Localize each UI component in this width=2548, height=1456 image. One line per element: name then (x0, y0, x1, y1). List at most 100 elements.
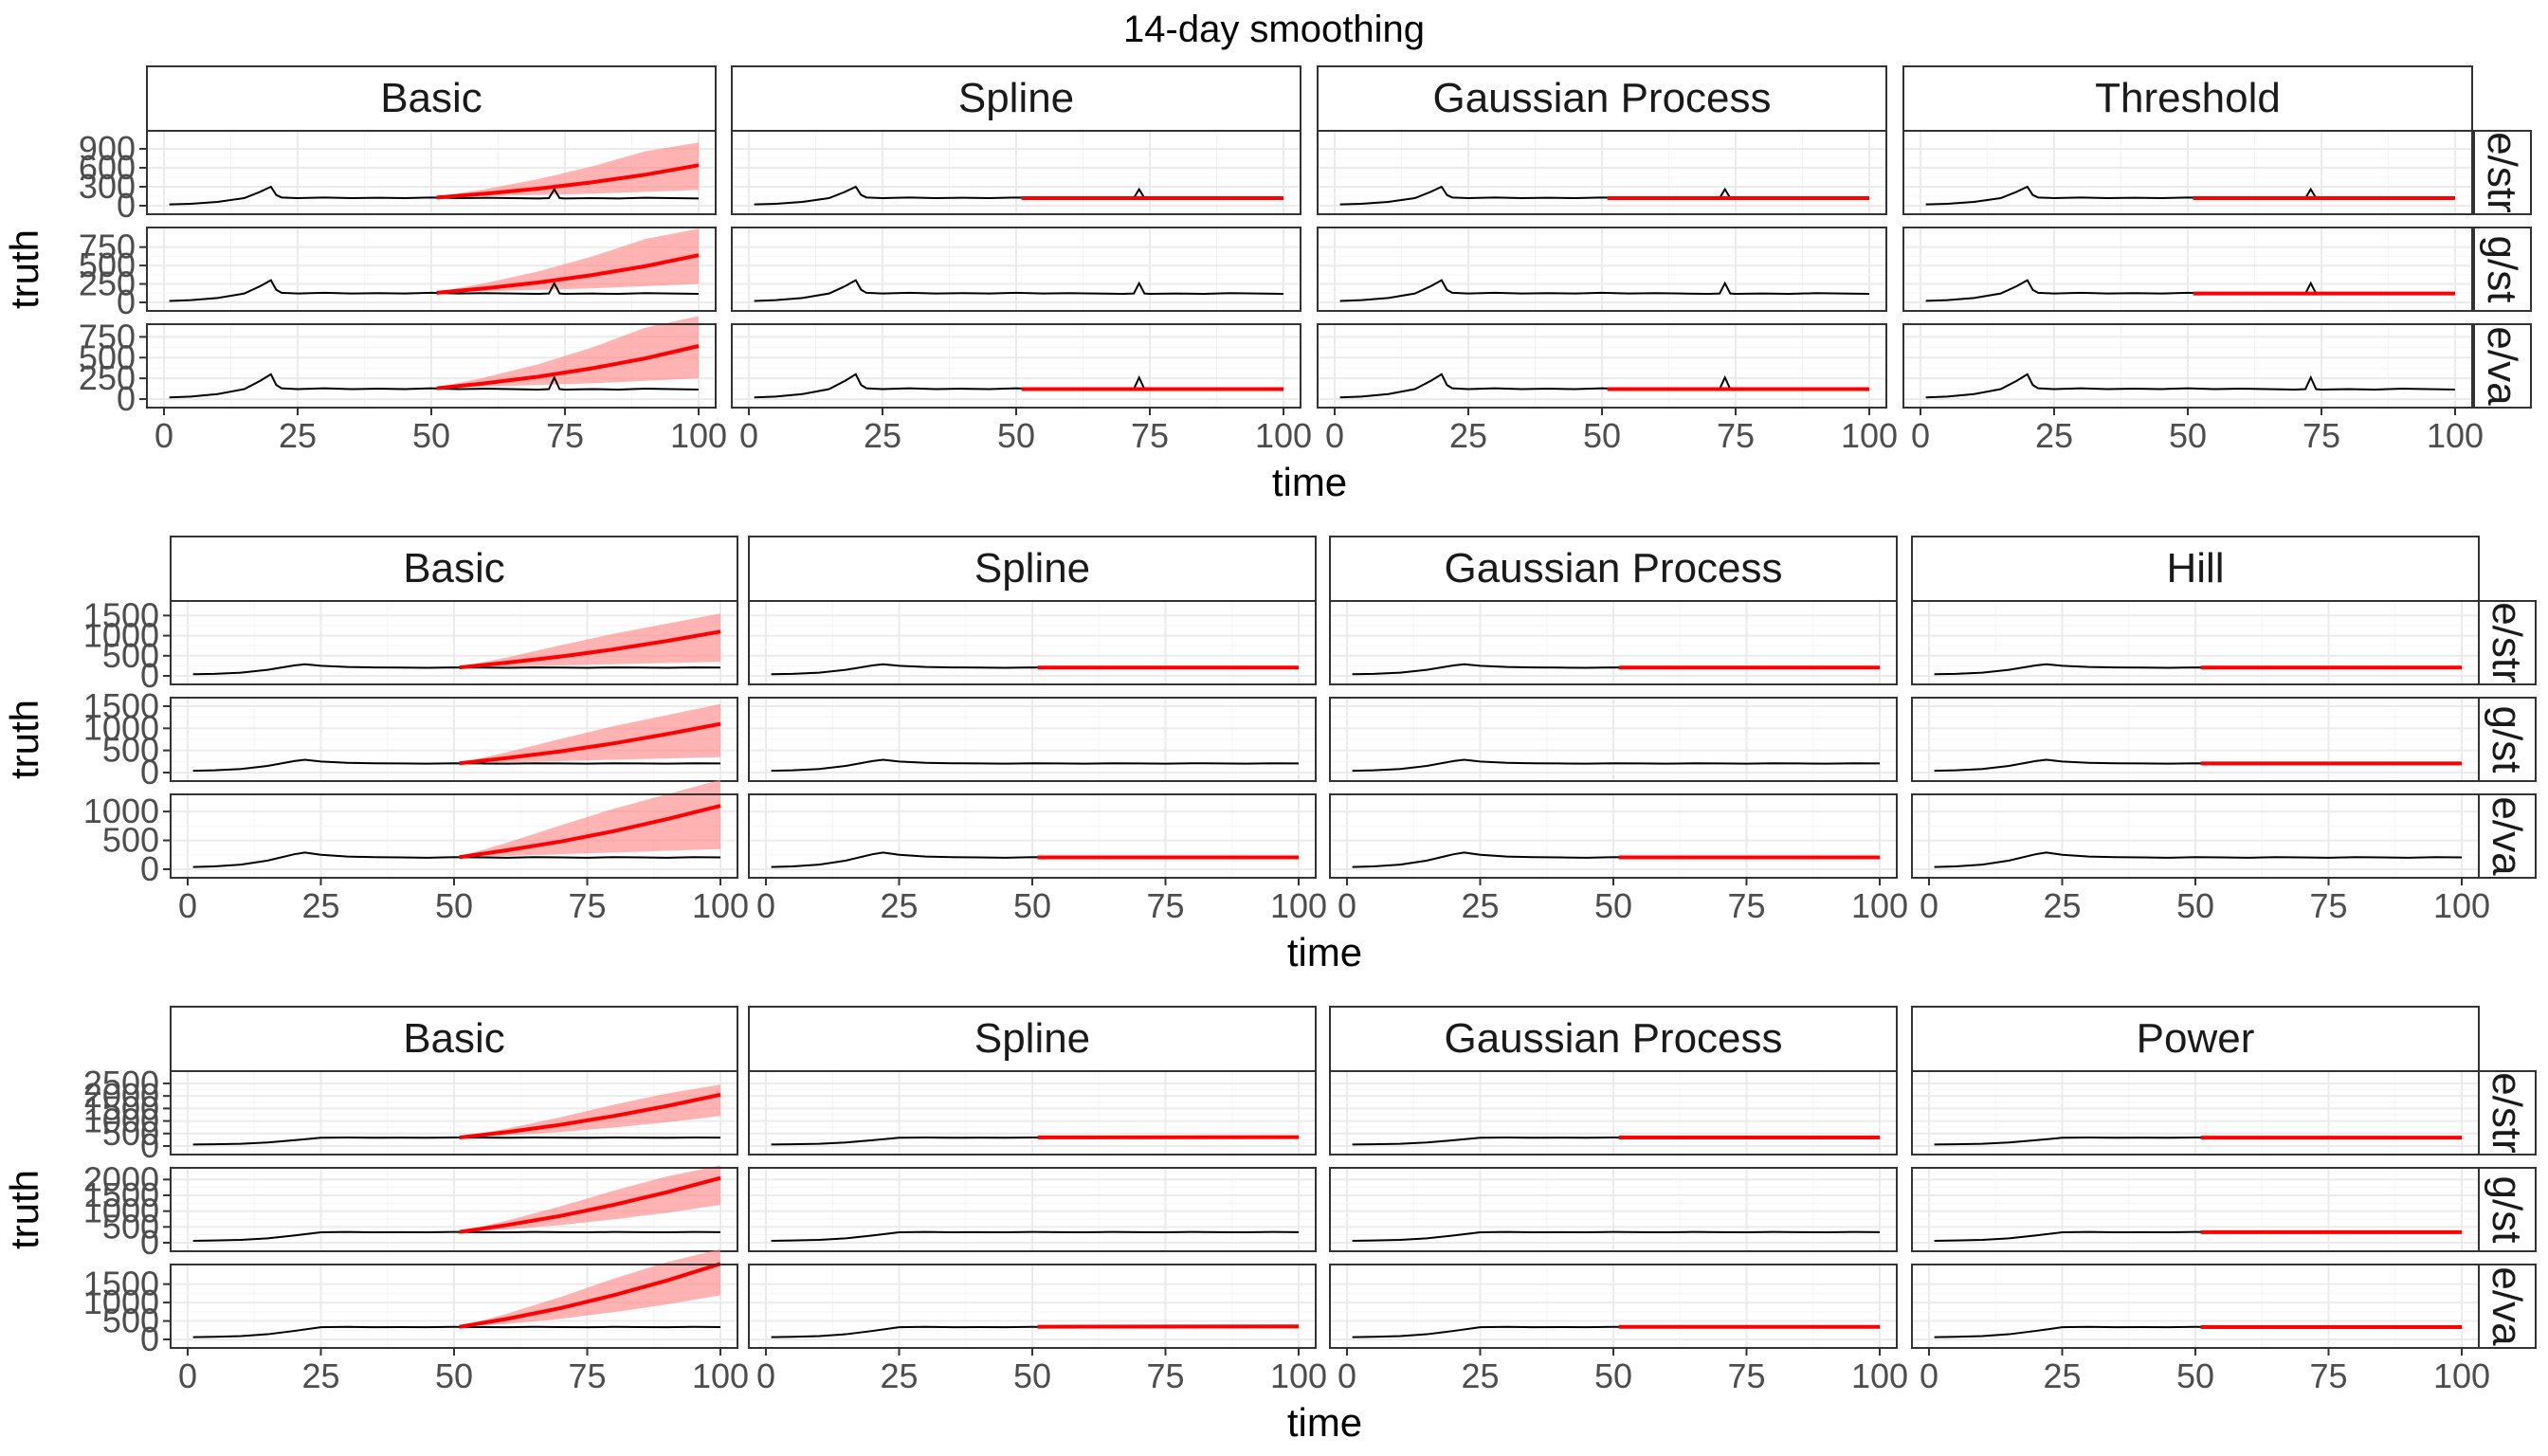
x-tick-label: 25 (1449, 416, 1487, 455)
row-strip-2 (2473, 227, 2532, 312)
truth-line (192, 663, 721, 676)
panel-spline-row-1 (731, 130, 1301, 215)
x-tick-label: 0 (756, 1356, 775, 1395)
panel-gaussian-process-row-3 (1329, 793, 1898, 879)
x-tick-label: 0 (756, 886, 775, 925)
strip-label-gaussian-process: Gaussian Process (1432, 75, 1771, 121)
panel-power-row-2 (1911, 1167, 2480, 1252)
x-tick-label: 100 (2433, 1356, 2490, 1395)
forecast-median-line (459, 629, 721, 670)
row-strip-label-2: g/st (2484, 706, 2530, 774)
x-tick-label: 75 (1727, 1356, 1765, 1395)
panel-spline-row-1 (748, 1070, 1317, 1156)
panel-border (1902, 130, 2473, 215)
truth-line (1339, 279, 1870, 302)
x-tick-label: 75 (1131, 416, 1169, 455)
x-axis-title: time (1287, 930, 1362, 974)
x-tick-label: 0 (178, 1356, 197, 1395)
truth-line (1352, 758, 1881, 773)
x-tick-label: 75 (568, 886, 606, 925)
panel-gaussian-process-row-2 (1317, 227, 1887, 312)
y-tick-label: 1500 (83, 1265, 159, 1303)
truth-line (169, 279, 700, 302)
row-strip-label-3: e/va (2484, 796, 2530, 876)
y-tick-label: 0 (140, 656, 159, 695)
panel-basic-row-2 (170, 697, 738, 782)
facet-block-3: Basic Spline Gaussian Process Power05001000… (2, 1006, 2537, 1445)
x-tick-label: 25 (2043, 1356, 2081, 1395)
y-tick-label: 1500 (83, 595, 159, 634)
panel-border (1329, 1167, 1898, 1252)
row-strip-3 (2478, 1264, 2537, 1349)
x-tick-label: 25 (880, 886, 918, 925)
x-tick-label: 75 (1727, 886, 1765, 925)
x-tick-label: 100 (1270, 886, 1327, 925)
forecast-median-line (459, 1262, 721, 1329)
x-tick-label: 0 (178, 886, 197, 925)
x-tick-label: 25 (880, 1356, 918, 1395)
strip-spline (748, 536, 1317, 602)
strip-label-basic: Basic (380, 75, 482, 121)
y-tick-label: 0 (117, 379, 136, 418)
panel-border (1329, 600, 1898, 685)
strip-label-basic: Basic (403, 545, 505, 592)
strip-label-gaussian-process: Gaussian Process (1444, 1015, 1782, 1062)
truth-line (192, 851, 721, 868)
panel-power-row-3 (1911, 1264, 2480, 1349)
strip-gaussian-process (1329, 536, 1898, 602)
panel-border (170, 1070, 738, 1156)
strip-gaussian-process (1329, 1006, 1898, 1072)
forecast-median-line (459, 804, 721, 860)
x-tick-label: 50 (435, 886, 473, 925)
y-tick-label: 1500 (83, 1175, 159, 1214)
forecast-interval (436, 142, 699, 198)
forecast-median-line (459, 721, 721, 766)
panel-border (731, 130, 1301, 215)
y-tick-label: 750 (79, 228, 136, 266)
x-tick-label: 0 (1325, 416, 1344, 455)
panel-gaussian-process-row-3 (1317, 323, 1887, 409)
forecast-interval (459, 703, 720, 764)
row-strip-1 (2478, 600, 2537, 685)
x-tick-label: 25 (301, 1356, 339, 1395)
y-tick-label: 750 (79, 317, 136, 355)
x-tick-label: 0 (1920, 886, 1938, 925)
row-strip-1 (2473, 130, 2532, 215)
x-tick-label: 100 (692, 886, 749, 925)
panel-hill-row-2 (1911, 697, 2480, 782)
y-tick-label: 1000 (83, 708, 159, 747)
panel-border (170, 600, 738, 685)
panel-threshold-row-2 (1902, 227, 2473, 312)
strip-label-gaussian-process: Gaussian Process (1444, 545, 1782, 592)
panel-basic-row-3 (146, 316, 717, 409)
truth-line (192, 1325, 721, 1338)
x-tick-label: 75 (1146, 886, 1184, 925)
x-tick-label: 100 (1851, 1356, 1908, 1395)
panel-basic-row-1 (170, 1070, 738, 1156)
x-tick-label: 75 (2302, 416, 2340, 455)
forecast-interval (436, 228, 699, 293)
panel-border (170, 1167, 738, 1252)
x-tick-label: 100 (692, 1356, 749, 1395)
panel-basic-row-1 (170, 600, 738, 685)
strip-label-spline: Spline (958, 75, 1074, 121)
row-strip-label-1: e/str (2479, 132, 2525, 213)
y-tick-label: 500 (102, 1301, 159, 1340)
x-tick-label: 25 (1461, 1356, 1499, 1395)
forecast-median-line (436, 344, 700, 391)
x-tick-label: 100 (2427, 416, 2484, 455)
strip-spline (731, 65, 1301, 132)
y-tick-label: 500 (102, 731, 159, 770)
y-tick-label: 0 (140, 753, 159, 792)
x-tick-label: 25 (2043, 886, 2081, 925)
x-tick-label: 100 (670, 416, 727, 455)
y-tick-label: 1000 (83, 1192, 159, 1230)
y-tick-label: 1000 (83, 616, 159, 655)
y-tick-label: 500 (79, 337, 136, 376)
row-strip-3 (2473, 323, 2532, 409)
x-tick-label: 0 (739, 416, 758, 455)
panel-border (146, 227, 717, 312)
y-tick-label: 0 (117, 282, 136, 321)
x-tick-label: 0 (1338, 1356, 1356, 1395)
truth-line (192, 758, 721, 773)
